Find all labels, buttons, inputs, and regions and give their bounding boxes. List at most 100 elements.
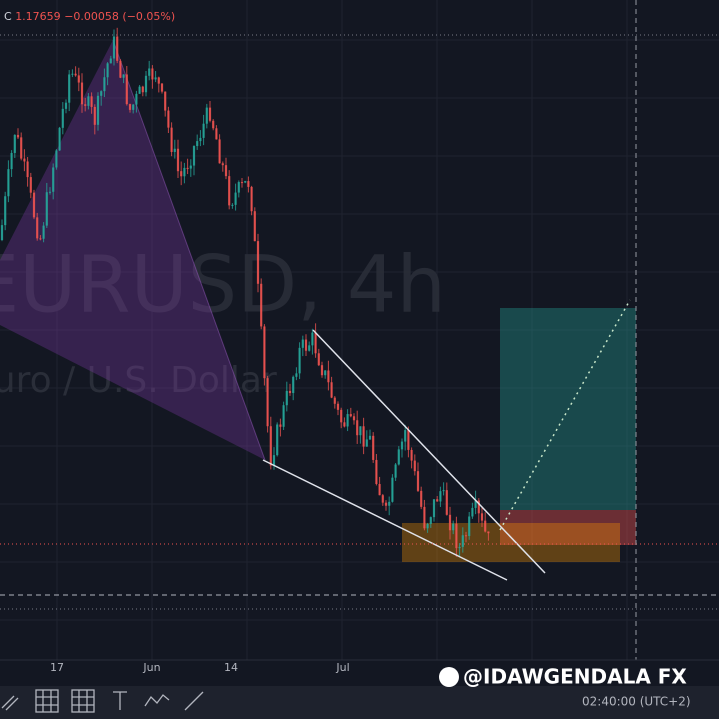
candle-body bbox=[128, 104, 132, 110]
candle-body bbox=[317, 353, 320, 366]
candle-body bbox=[167, 110, 170, 128]
candle-body bbox=[93, 106, 96, 125]
candle-body bbox=[292, 376, 295, 394]
candle-body bbox=[295, 373, 298, 377]
candle-body bbox=[468, 516, 471, 536]
candle-body bbox=[218, 139, 221, 164]
candle-body bbox=[42, 225, 45, 239]
candle-body bbox=[452, 523, 455, 531]
ohlc: C 1.17659 −0.00058 (−0.05%) bbox=[4, 10, 175, 23]
candle-body bbox=[74, 73, 77, 76]
candle-body bbox=[205, 107, 208, 124]
candle-body bbox=[253, 211, 256, 242]
candle-body bbox=[215, 128, 218, 140]
candle-body bbox=[279, 424, 282, 427]
candle-body bbox=[170, 127, 173, 152]
candle-body bbox=[173, 148, 176, 152]
tool-icon[interactable] bbox=[36, 690, 58, 712]
candle-body bbox=[480, 513, 484, 521]
tool-icon[interactable] bbox=[1, 695, 19, 711]
grid bbox=[0, 0, 719, 660]
tool-icon[interactable] bbox=[144, 694, 170, 707]
demand-zone bbox=[402, 523, 620, 562]
candle-body bbox=[429, 517, 432, 524]
candle-body bbox=[397, 449, 400, 465]
candle-body bbox=[263, 326, 266, 379]
candle-body bbox=[189, 165, 192, 169]
candle-body bbox=[311, 332, 314, 346]
candle-body bbox=[151, 68, 154, 80]
candle-body bbox=[487, 531, 490, 534]
candle-body bbox=[112, 36, 116, 59]
candle-body bbox=[68, 74, 71, 103]
candle-body bbox=[448, 514, 452, 531]
candle-body bbox=[160, 83, 164, 92]
candle-body bbox=[474, 500, 477, 508]
tool-icon[interactable] bbox=[113, 691, 127, 710]
candle-body bbox=[196, 141, 199, 147]
stop-zone bbox=[500, 510, 636, 545]
candle-body bbox=[336, 403, 340, 410]
candle-body bbox=[250, 186, 253, 212]
time-label: Jul bbox=[335, 661, 349, 674]
tool-icon[interactable] bbox=[184, 691, 204, 711]
candle-body bbox=[157, 77, 160, 84]
candle-body bbox=[103, 77, 106, 92]
candle-body bbox=[343, 422, 346, 427]
credit-icon bbox=[439, 667, 459, 687]
candles bbox=[0, 27, 490, 557]
candle-body bbox=[199, 137, 202, 142]
candle-body bbox=[368, 435, 372, 440]
candle-body bbox=[384, 502, 388, 506]
candle-body bbox=[16, 134, 20, 138]
candle-body bbox=[407, 430, 410, 450]
candle-body bbox=[301, 339, 304, 348]
candle-body bbox=[388, 501, 391, 506]
candle-body bbox=[445, 490, 448, 515]
candle-body bbox=[20, 137, 23, 159]
candle-body bbox=[144, 75, 148, 93]
candle-body bbox=[266, 378, 269, 427]
candle-body bbox=[375, 459, 378, 485]
tool-icon[interactable] bbox=[72, 690, 94, 712]
candle-body bbox=[416, 471, 420, 491]
pattern-edge bbox=[112, 39, 266, 461]
candle-body bbox=[458, 546, 461, 549]
candle-body bbox=[135, 93, 138, 105]
candle-body bbox=[32, 192, 36, 218]
candle-body bbox=[13, 134, 16, 153]
candle-body bbox=[228, 176, 231, 206]
candle-body bbox=[224, 165, 228, 177]
candle-body bbox=[333, 397, 336, 404]
tool-icon[interactable] bbox=[71, 689, 95, 713]
candle-body bbox=[436, 499, 439, 502]
candle-body bbox=[420, 490, 423, 507]
candle-body bbox=[186, 167, 189, 169]
candle-body bbox=[61, 108, 64, 128]
candle-body bbox=[23, 158, 26, 162]
candle-body bbox=[276, 424, 279, 456]
candle-body bbox=[0, 225, 4, 240]
candle-body bbox=[237, 182, 240, 193]
candle-body bbox=[125, 74, 128, 105]
candle-body bbox=[7, 169, 10, 197]
candle-body bbox=[282, 405, 285, 427]
candle-body bbox=[442, 490, 445, 492]
candle-body bbox=[10, 152, 13, 170]
candle-body bbox=[356, 420, 359, 436]
credit: @IDAWGENDALA FX bbox=[463, 665, 687, 689]
candle-body bbox=[64, 102, 68, 109]
tool-icon[interactable] bbox=[35, 689, 59, 713]
candle-body bbox=[330, 382, 333, 398]
candle-body bbox=[231, 204, 234, 206]
clock: 02:40:00 (UTC+2) bbox=[582, 695, 691, 709]
candle-body bbox=[324, 370, 327, 376]
candle-body bbox=[180, 171, 183, 177]
pattern-fill bbox=[0, 40, 265, 460]
candle-body bbox=[260, 283, 263, 327]
candle-body bbox=[48, 191, 52, 193]
candle-body bbox=[212, 120, 215, 129]
candle-body bbox=[109, 58, 112, 64]
candle-body bbox=[116, 36, 119, 61]
candle-body bbox=[119, 60, 122, 78]
